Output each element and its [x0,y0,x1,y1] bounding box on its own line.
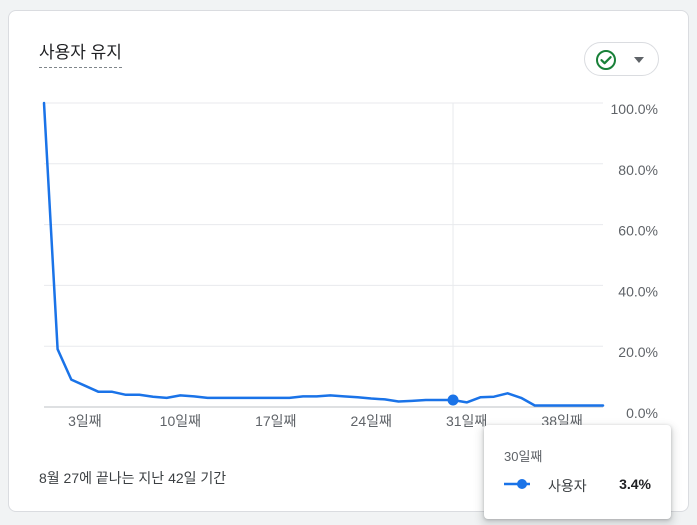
y-tick-label: 60.0% [618,223,658,239]
caret-down-icon [634,57,644,63]
y-tick-label: 40.0% [618,283,658,299]
card-title[interactable]: 사용자 유지 [39,43,122,68]
status-dropdown-button[interactable] [584,42,659,76]
chart-gridlines [44,102,603,408]
x-tick-label: 10일째 [160,413,201,429]
y-axis-ticks: 0.0% 20.0% 40.0% 60.0% 80.0% 100.0% [611,101,658,421]
highlight-point [447,394,459,406]
y-tick-label: 100.0% [611,101,658,117]
tooltip-value: 3.4% [619,476,651,492]
tooltip-title: 30일째 [504,449,543,464]
x-tick-label: 24일째 [351,413,392,429]
series-swatch-icon [504,479,530,489]
tooltip-series-label: 사용자 [548,478,587,494]
series-layer [42,101,605,407]
y-tick-label: 20.0% [618,344,658,360]
x-tick-label: 17일째 [255,413,296,429]
date-range-note: 8월 27에 끝나는 지난 42일 기간 [39,470,227,486]
series-line [42,101,605,407]
x-tick-label: 31일째 [446,413,487,429]
x-tick-label: 3일째 [68,413,102,429]
check-circle-icon [596,50,616,70]
user-retention-card: 사용자 유지 8월 27에 끝나는 지난 42일 기간 [8,10,689,512]
y-tick-label: 80.0% [618,162,658,178]
y-tick-label: 0.0% [626,405,658,421]
chart-tooltip: 30일째 사용자 3.4% [484,425,671,519]
